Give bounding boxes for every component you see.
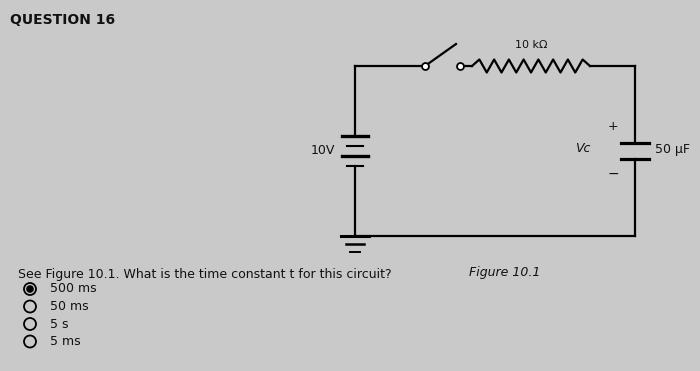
- Text: −: −: [607, 167, 619, 181]
- Text: Figure 10.1: Figure 10.1: [469, 266, 540, 279]
- Text: 500 ms: 500 ms: [50, 282, 97, 295]
- Text: QUESTION 16: QUESTION 16: [10, 13, 115, 27]
- Text: 5 ms: 5 ms: [50, 335, 80, 348]
- Text: 10V: 10V: [311, 144, 335, 158]
- Text: +: +: [608, 120, 618, 133]
- Circle shape: [27, 286, 33, 292]
- Text: 50 μF: 50 μF: [655, 142, 690, 155]
- Text: 10 kΩ: 10 kΩ: [514, 40, 547, 50]
- Text: 50 ms: 50 ms: [50, 300, 89, 313]
- Text: 5 s: 5 s: [50, 318, 69, 331]
- Text: Vᴄ: Vᴄ: [575, 142, 590, 155]
- Text: See Figure 10.1. What is the time constant t for this circuit?: See Figure 10.1. What is the time consta…: [18, 268, 391, 281]
